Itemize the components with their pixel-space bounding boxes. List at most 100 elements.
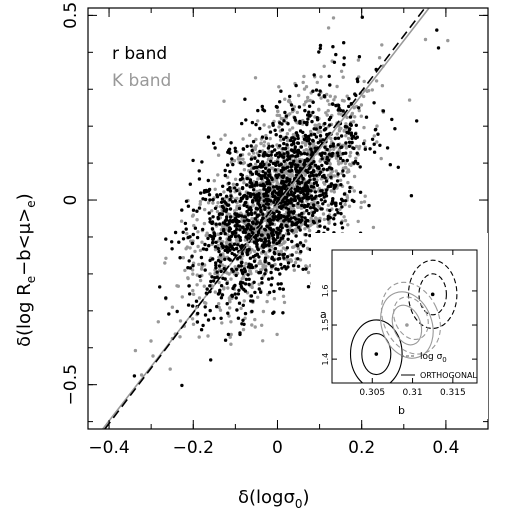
inset-y-tick-label: 1.6 bbox=[321, 285, 330, 298]
scatter-point bbox=[268, 222, 272, 227]
scatter-point bbox=[267, 125, 271, 129]
scatter-point bbox=[239, 214, 244, 218]
scatter-point bbox=[311, 205, 316, 210]
scatter-point bbox=[242, 299, 246, 303]
y-tick-label: 0.5 bbox=[61, 2, 81, 29]
scatter-point bbox=[202, 300, 207, 305]
scatter-point bbox=[336, 154, 340, 158]
scatter-point bbox=[230, 200, 235, 204]
scatter-point bbox=[242, 275, 246, 279]
scatter-point bbox=[297, 225, 301, 229]
scatter-point bbox=[326, 158, 331, 162]
scatter-point bbox=[326, 173, 331, 177]
scatter-point bbox=[250, 184, 254, 189]
scatter-point bbox=[199, 191, 203, 195]
scatter-point bbox=[235, 308, 239, 312]
scatter-point bbox=[234, 238, 239, 242]
scatter-point bbox=[324, 111, 328, 115]
scatter-point bbox=[292, 210, 296, 214]
scatter-point bbox=[191, 272, 195, 276]
scatter-point bbox=[305, 152, 309, 156]
scatter-point bbox=[276, 109, 280, 113]
scatter-point bbox=[188, 182, 192, 186]
scatter-point bbox=[287, 169, 291, 173]
scatter-point bbox=[192, 223, 196, 228]
scatter-point bbox=[164, 256, 168, 260]
scatter-point bbox=[272, 258, 276, 262]
scatter-point bbox=[283, 110, 287, 115]
scatter-point bbox=[253, 290, 257, 295]
scatter-point bbox=[317, 107, 321, 112]
scatter-point bbox=[282, 119, 286, 123]
scatter-point bbox=[285, 224, 289, 228]
scatter-point bbox=[245, 218, 249, 222]
scatter-point bbox=[321, 202, 325, 206]
scatter-point bbox=[193, 226, 198, 230]
scatter-point bbox=[344, 134, 348, 138]
scatter-point bbox=[286, 122, 290, 126]
scatter-point bbox=[258, 259, 262, 263]
scatter-point bbox=[290, 143, 294, 147]
scatter-point bbox=[249, 294, 254, 298]
scatter-point bbox=[356, 161, 360, 166]
scatter-point bbox=[342, 41, 346, 45]
scatter-point bbox=[167, 312, 171, 316]
scatter-point bbox=[330, 202, 334, 206]
scatter-point bbox=[149, 339, 153, 343]
scatter-point bbox=[323, 121, 327, 126]
scatter-point bbox=[298, 187, 303, 191]
scatter-point bbox=[255, 151, 260, 155]
scatter-point bbox=[363, 147, 367, 151]
scatter-point bbox=[332, 186, 336, 190]
scatter-point bbox=[269, 156, 274, 160]
scatter-point bbox=[231, 269, 235, 273]
scatter-point bbox=[336, 143, 340, 147]
scatter-point bbox=[326, 227, 330, 231]
scatter-point bbox=[332, 217, 336, 221]
scatter-point bbox=[222, 266, 226, 271]
scatter-point bbox=[170, 305, 175, 309]
scatter-point bbox=[333, 95, 337, 99]
scatter-point bbox=[304, 267, 308, 271]
scatter-point bbox=[288, 94, 292, 99]
scatter-point bbox=[271, 240, 276, 244]
scatter-point bbox=[253, 156, 257, 160]
scatter-point bbox=[219, 231, 223, 236]
scatter-point bbox=[339, 126, 343, 131]
scatter-point bbox=[237, 288, 241, 292]
scatter-point bbox=[334, 103, 338, 108]
scatter-point bbox=[228, 335, 232, 339]
scatter-point bbox=[304, 135, 308, 139]
scatter-point bbox=[338, 207, 342, 211]
scatter-point bbox=[233, 234, 238, 239]
scatter-point bbox=[298, 228, 302, 232]
scatter-point bbox=[309, 133, 313, 137]
scatter-point bbox=[294, 217, 298, 221]
scatter-point bbox=[359, 200, 364, 205]
scatter-point bbox=[242, 267, 247, 271]
scatter-point bbox=[347, 204, 352, 208]
scatter-point bbox=[279, 189, 284, 193]
scatter-point bbox=[289, 190, 293, 194]
scatter-point bbox=[358, 190, 363, 194]
scatter-point bbox=[319, 198, 324, 202]
scatter-point bbox=[275, 332, 279, 337]
contour-ellipse bbox=[393, 296, 429, 340]
scatter-point bbox=[285, 165, 290, 169]
scatter-point bbox=[288, 258, 292, 262]
scatter-point bbox=[309, 147, 313, 151]
scatter-point bbox=[188, 292, 192, 296]
scatter-point bbox=[314, 180, 318, 185]
scatter-point bbox=[281, 246, 286, 250]
scatter-point bbox=[260, 323, 264, 327]
scatter-point bbox=[238, 235, 242, 240]
scatter-point bbox=[277, 240, 281, 245]
scatter-point bbox=[305, 218, 309, 223]
contours bbox=[349, 259, 458, 383]
scatter-point bbox=[202, 221, 207, 226]
scatter-point bbox=[347, 144, 352, 148]
main-axis-ticks: −0.4 −0.2 0 0.2 0.4 −0.5 0 0.5 bbox=[61, 2, 488, 458]
scatter-point bbox=[341, 169, 345, 173]
x-tick-label: 0.2 bbox=[348, 438, 375, 458]
scatter-point bbox=[314, 173, 319, 177]
